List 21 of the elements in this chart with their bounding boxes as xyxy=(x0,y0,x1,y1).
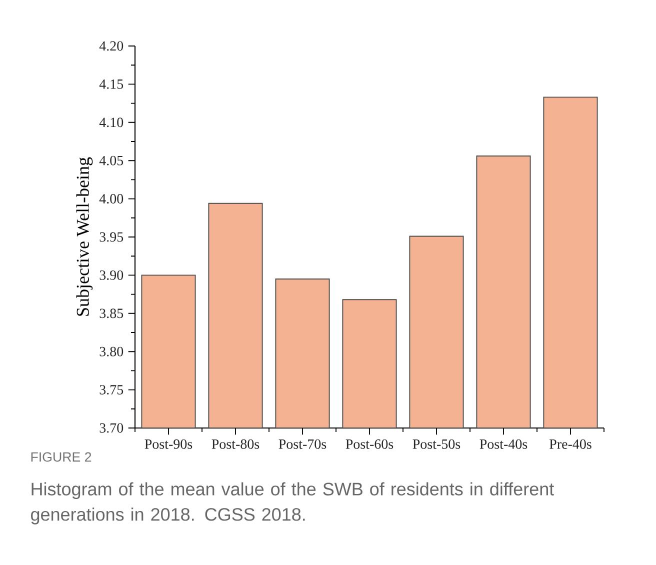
y-tick-label: 4.20 xyxy=(99,41,124,51)
x-tick-label: Post-70s xyxy=(278,439,326,449)
caption: FIGURE 2 xyxy=(31,452,92,462)
y-tick-label: 4.05 xyxy=(99,156,124,166)
x-tick-label: Post-90s xyxy=(144,439,192,449)
x-tick-label: Post-40s xyxy=(480,439,528,449)
x-tick-label: Post-80s xyxy=(212,439,260,449)
y-tick-label: 4.15 xyxy=(99,79,124,89)
y-tick-label: 3.85 xyxy=(100,308,124,318)
y-tick-label: 3.75 xyxy=(100,385,124,395)
y-tick-label: 3.80 xyxy=(100,346,124,356)
y-tick-label: 3.95 xyxy=(100,232,124,242)
y-tick-label: 3.90 xyxy=(100,270,124,280)
y-axis-title: Subjective Well-being xyxy=(76,157,93,316)
x-tick-label: Pre-40s xyxy=(550,439,592,449)
x-tick-label: Post-50s xyxy=(412,439,460,449)
x-tick-label: Post-60s xyxy=(346,439,394,449)
y-tick-label: 3.70 xyxy=(100,423,124,433)
y-tick-label: 4.10 xyxy=(99,118,124,128)
y-tick-label: 4.00 xyxy=(99,194,124,204)
text: Histogram of the mean value of the SWB of residents in different generations in 2018. CGSS 2018. xyxy=(31,482,554,524)
